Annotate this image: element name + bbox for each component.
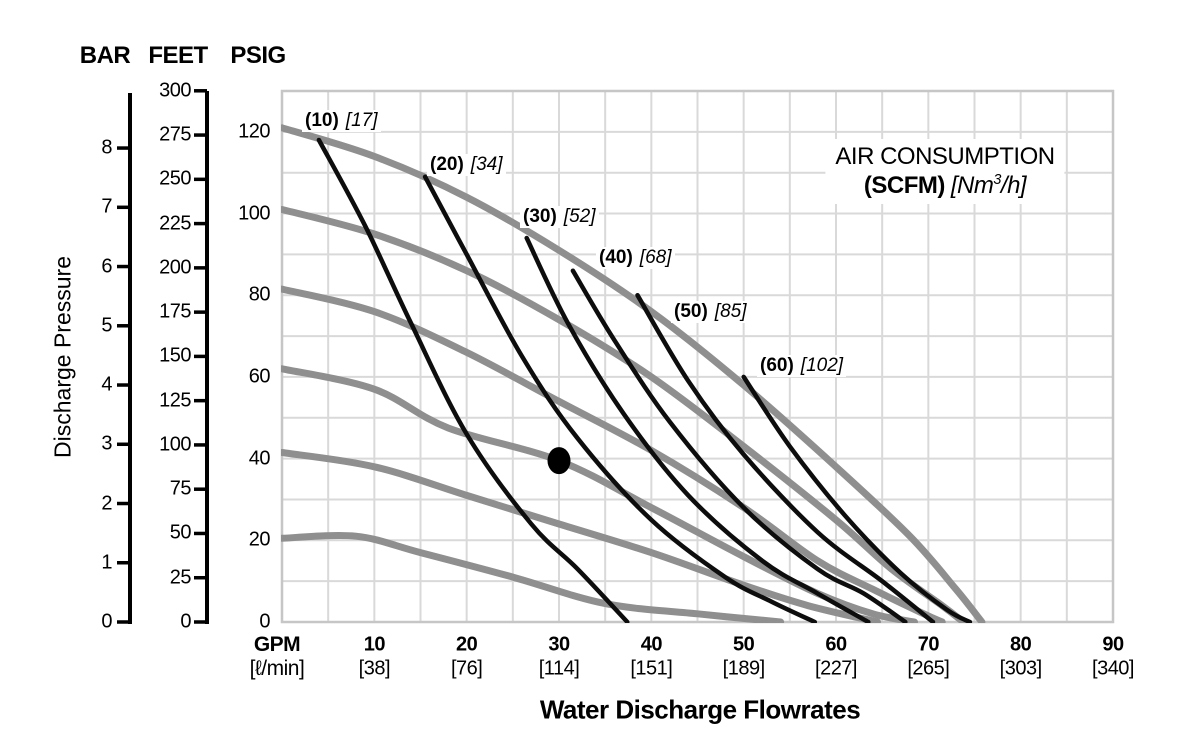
psig-tick-label: 60	[248, 365, 271, 388]
bar-axis	[117, 93, 132, 624]
feet-tick-label: 300	[159, 79, 191, 102]
bar-tick-label: 6	[101, 255, 112, 278]
air-consumption-curves	[316, 137, 973, 623]
psig-axis-header: PSIG	[230, 42, 286, 69]
air-curve-label-40scfm: (40) [68]	[596, 247, 675, 269]
water-curve-100psig	[281, 206, 967, 623]
gpm-tick-label: 20	[456, 633, 478, 656]
gpm-tick-label: 80	[1010, 633, 1032, 656]
air-curve-label-20scfm: (20) [34]	[427, 154, 506, 176]
air-curve-30scfm	[524, 235, 871, 623]
feet-tick-label: 100	[159, 433, 191, 456]
lpm-tick-label: [114]	[538, 657, 580, 680]
lpm-tick-label: [265]	[907, 657, 950, 680]
air-consumption-label: AIR CONSUMPTION (SCFM) [Nm3/h]	[825, 139, 1065, 204]
lpm-unit-label: [ℓ/min]	[249, 657, 305, 680]
example-operating-point	[547, 447, 571, 475]
bar-tick-label: 4	[101, 373, 112, 396]
gpm-tick-label: 10	[363, 633, 386, 656]
air-consumption-units: (SCFM) [Nm3/h]	[863, 172, 1027, 200]
water-curve-40psig	[281, 449, 881, 623]
feet-axis	[194, 89, 209, 624]
water-discharge-curves	[281, 124, 986, 623]
feet-tick-label: 150	[159, 344, 191, 367]
bar-tick-label: 7	[101, 195, 112, 218]
lpm-tick-label: [189]	[722, 657, 765, 680]
feet-tick-label: 225	[159, 212, 191, 235]
lpm-tick-label: [151]	[630, 657, 673, 680]
air-curve-label-50scfm: (50) [85]	[671, 301, 750, 323]
psig-tick-label: 20	[248, 528, 271, 551]
lpm-tick-label: [303]	[999, 657, 1042, 680]
lpm-tick-label: [340]	[1092, 657, 1134, 680]
air-curve-50scfm	[635, 292, 936, 623]
gpm-tick-label: 50	[733, 633, 755, 656]
water-curve-120psig	[281, 124, 986, 623]
bar-tick-label: 5	[101, 314, 112, 337]
water-curve-60psig	[281, 365, 918, 623]
psig-tick-label: 100	[238, 202, 270, 225]
lpm-tick-label: [227]	[815, 657, 857, 680]
water-curve-20psig	[281, 531, 785, 623]
x-axis-title: Water Discharge Flowrates	[539, 694, 861, 725]
bar-tick-label: 8	[101, 136, 112, 159]
air-consumption-title: AIR CONSUMPTION	[835, 143, 1055, 170]
air-curve-label-30scfm: (30) [52]	[520, 206, 599, 228]
plot-border	[280, 89, 1115, 624]
feet-tick-label: 50	[169, 521, 192, 544]
feet-tick-label: 250	[159, 167, 191, 190]
bar-tick-label: 0	[101, 610, 112, 633]
bar-tick-label: 1	[101, 551, 112, 574]
air-curve-10scfm	[316, 137, 630, 623]
psig-tick-label: 0	[259, 610, 270, 633]
feet-tick-label: 0	[180, 610, 191, 633]
feet-tick-label: 200	[159, 256, 191, 279]
feet-tick-label: 75	[169, 477, 192, 500]
gpm-tick-label: 90	[1102, 633, 1124, 656]
feet-tick-label: 125	[159, 389, 191, 412]
lpm-tick-label: [38]	[358, 657, 391, 680]
air-curve-20scfm	[422, 174, 818, 623]
gpm-tick-label: 30	[548, 633, 570, 656]
bar-axis-header: BAR	[79, 42, 131, 69]
air-curve-60scfm	[741, 374, 973, 623]
air-curve-40scfm	[570, 268, 908, 623]
air-curve-label-10scfm: (10) [17]	[302, 110, 381, 132]
psig-tick-label: 40	[248, 447, 271, 470]
bar-tick-label: 3	[101, 432, 112, 455]
gpm-tick-label: 70	[917, 633, 940, 656]
psig-tick-label: 120	[238, 120, 270, 143]
bar-tick-label: 2	[101, 492, 112, 514]
air-curve-label-60scfm: (60) [102]	[757, 355, 847, 377]
gpm-unit-label: GPM	[253, 633, 301, 656]
gpm-tick-label: 40	[640, 633, 663, 656]
feet-tick-label: 275	[159, 123, 191, 146]
gpm-tick-label: 60	[825, 633, 847, 656]
feet-tick-label: 175	[159, 300, 191, 323]
lpm-tick-label: [76]	[450, 657, 483, 680]
feet-tick-label: 25	[169, 566, 192, 589]
psig-tick-label: 80	[248, 283, 271, 306]
feet-axis-header: FEET	[148, 42, 208, 69]
